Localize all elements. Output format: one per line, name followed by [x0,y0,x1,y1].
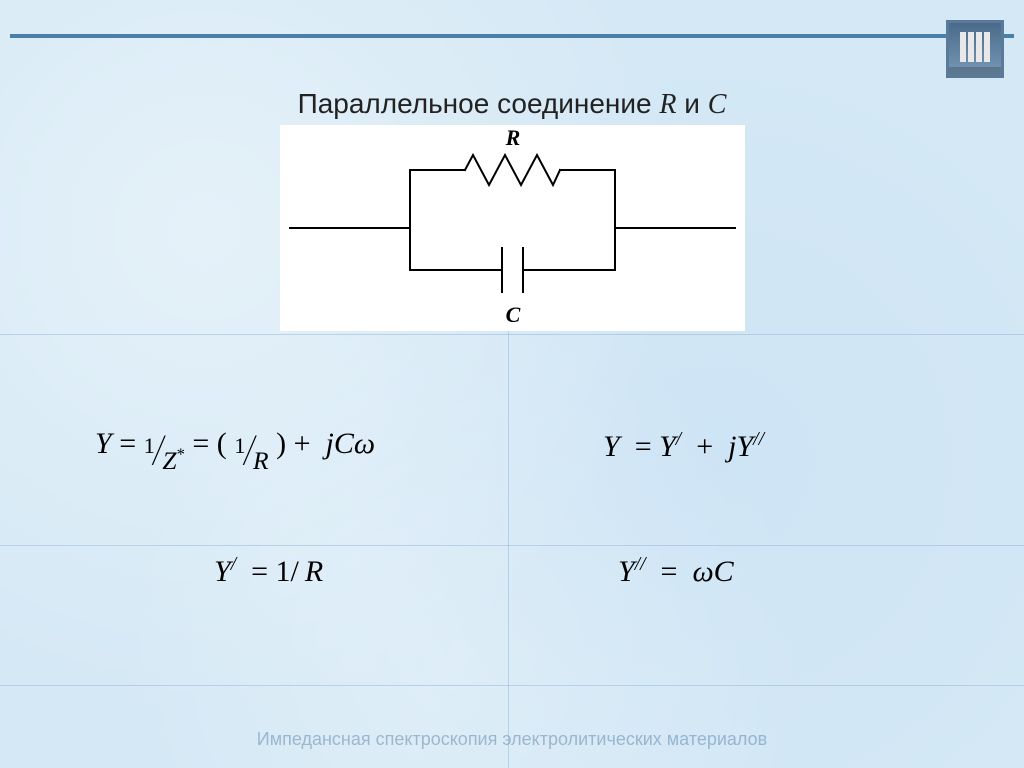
equation-y-real: Y/ = 1/ R [214,555,323,589]
eq-var: j [326,427,334,460]
eq-var: ω [354,427,375,460]
eq-op: = ( [192,427,226,460]
equation-y-decomposition: Y = Y/ + jY// [603,430,764,464]
title-text: и [677,88,708,119]
header-rule [10,34,1014,38]
equation-admittance-def: Y = 1∕Z* = ( 1∕R ) + jCω [95,420,375,472]
eq-var: R [305,555,323,588]
slide-title: Параллельное соединение R и C [0,88,1024,121]
eq-op: / [291,555,299,588]
eq-var: Y [659,430,676,463]
eq-sup: // [753,429,764,450]
eq-op: = [251,555,268,588]
title-var-c: C [708,89,727,120]
grid-line [0,334,1024,335]
eq-op: + [696,430,713,463]
eq-num: 1 [234,433,245,458]
eq-sup: // [635,554,646,575]
circuit-svg: R C [280,125,745,331]
eq-var: ω [692,555,713,588]
title-var-r: R [659,89,676,120]
eq-var: C [714,555,734,588]
institution-logo [946,20,1004,78]
eq-var: Y [95,427,112,460]
grid-line [0,545,1024,546]
eq-num: 1 [144,433,155,458]
resistor-label: R [505,125,521,150]
eq-op: = [661,555,678,588]
eq-var: Y [214,555,231,588]
eq-op: = [119,427,136,460]
grid-line [0,685,1024,686]
eq-var: Y [618,555,635,588]
eq-var: R [253,446,269,475]
eq-op: ) + [276,427,310,460]
equation-y-imag: Y// = ωC [618,555,734,589]
grid-line [508,330,509,768]
eq-var: Z [162,446,176,475]
title-text: Параллельное соединение [298,88,660,119]
footer-text: Импедансная спектроскопия электролитичес… [0,729,1024,750]
eq-sup: / [676,429,681,450]
eq-sup: / [231,554,236,575]
eq-var: Y [736,430,753,463]
eq-op: = [635,430,652,463]
eq-var: Y [603,430,620,463]
eq-num: 1 [276,555,291,588]
eq-var: C [334,427,354,460]
circuit-diagram: R C [280,125,745,331]
capacitor-label: C [506,302,521,327]
eq-sup: * [177,445,185,464]
